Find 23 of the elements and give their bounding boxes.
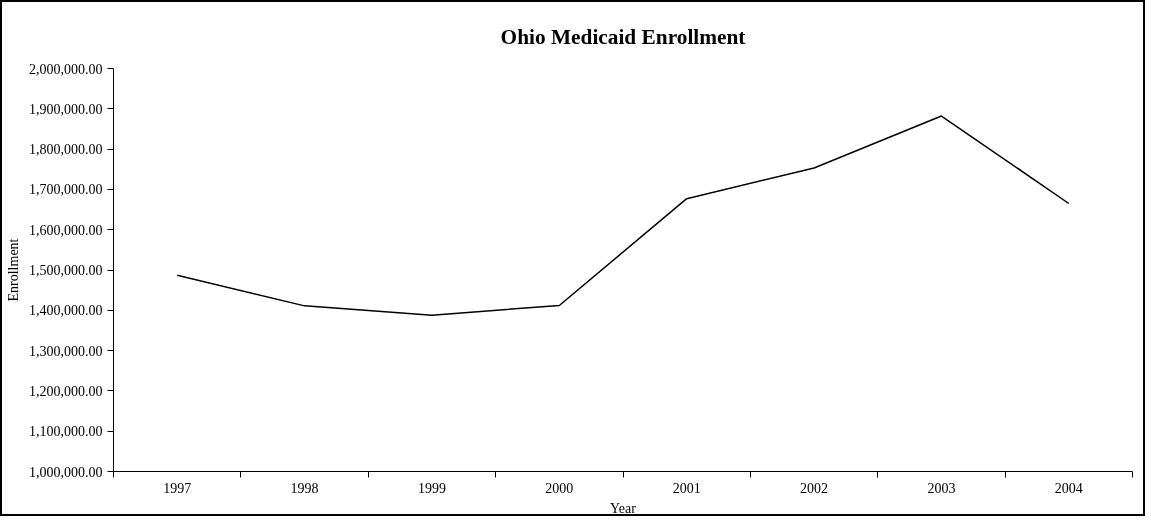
y-tick-label: 2,000,000.00	[29, 61, 103, 77]
y-tick-label: 1,600,000.00	[29, 222, 103, 238]
x-tick-label: 2004	[1054, 480, 1083, 496]
y-tick-label: 1,900,000.00	[29, 101, 103, 117]
y-tick-label: 1,700,000.00	[29, 182, 103, 198]
y-tick-label: 1,000,000.00	[29, 464, 103, 480]
y-tick-label: 1,100,000.00	[29, 424, 103, 440]
y-axis-title: Enrollment	[6, 238, 21, 302]
y-tick-label: 1,500,000.00	[29, 263, 103, 278]
x-tick-label: 1997	[163, 480, 192, 496]
x-tick-label: 2002	[800, 480, 829, 496]
x-tick-label: 2003	[927, 480, 956, 496]
y-tick-label: 1,300,000.00	[29, 343, 103, 359]
y-tick-label: 1,200,000.00	[29, 383, 103, 399]
y-tick-label: 1,800,000.00	[29, 142, 103, 158]
x-tick-label: 1998	[290, 480, 319, 496]
x-tick-label: 2000	[545, 480, 574, 496]
x-tick-label: 2001	[672, 480, 701, 496]
y-tick-label: 1,400,000.00	[29, 303, 103, 319]
line-series	[176, 115, 1070, 316]
chart-title: Ohio Medicaid Enrollment	[500, 24, 747, 49]
x-axis-title: Year	[610, 500, 637, 516]
x-tick-label: 1999	[417, 480, 446, 496]
